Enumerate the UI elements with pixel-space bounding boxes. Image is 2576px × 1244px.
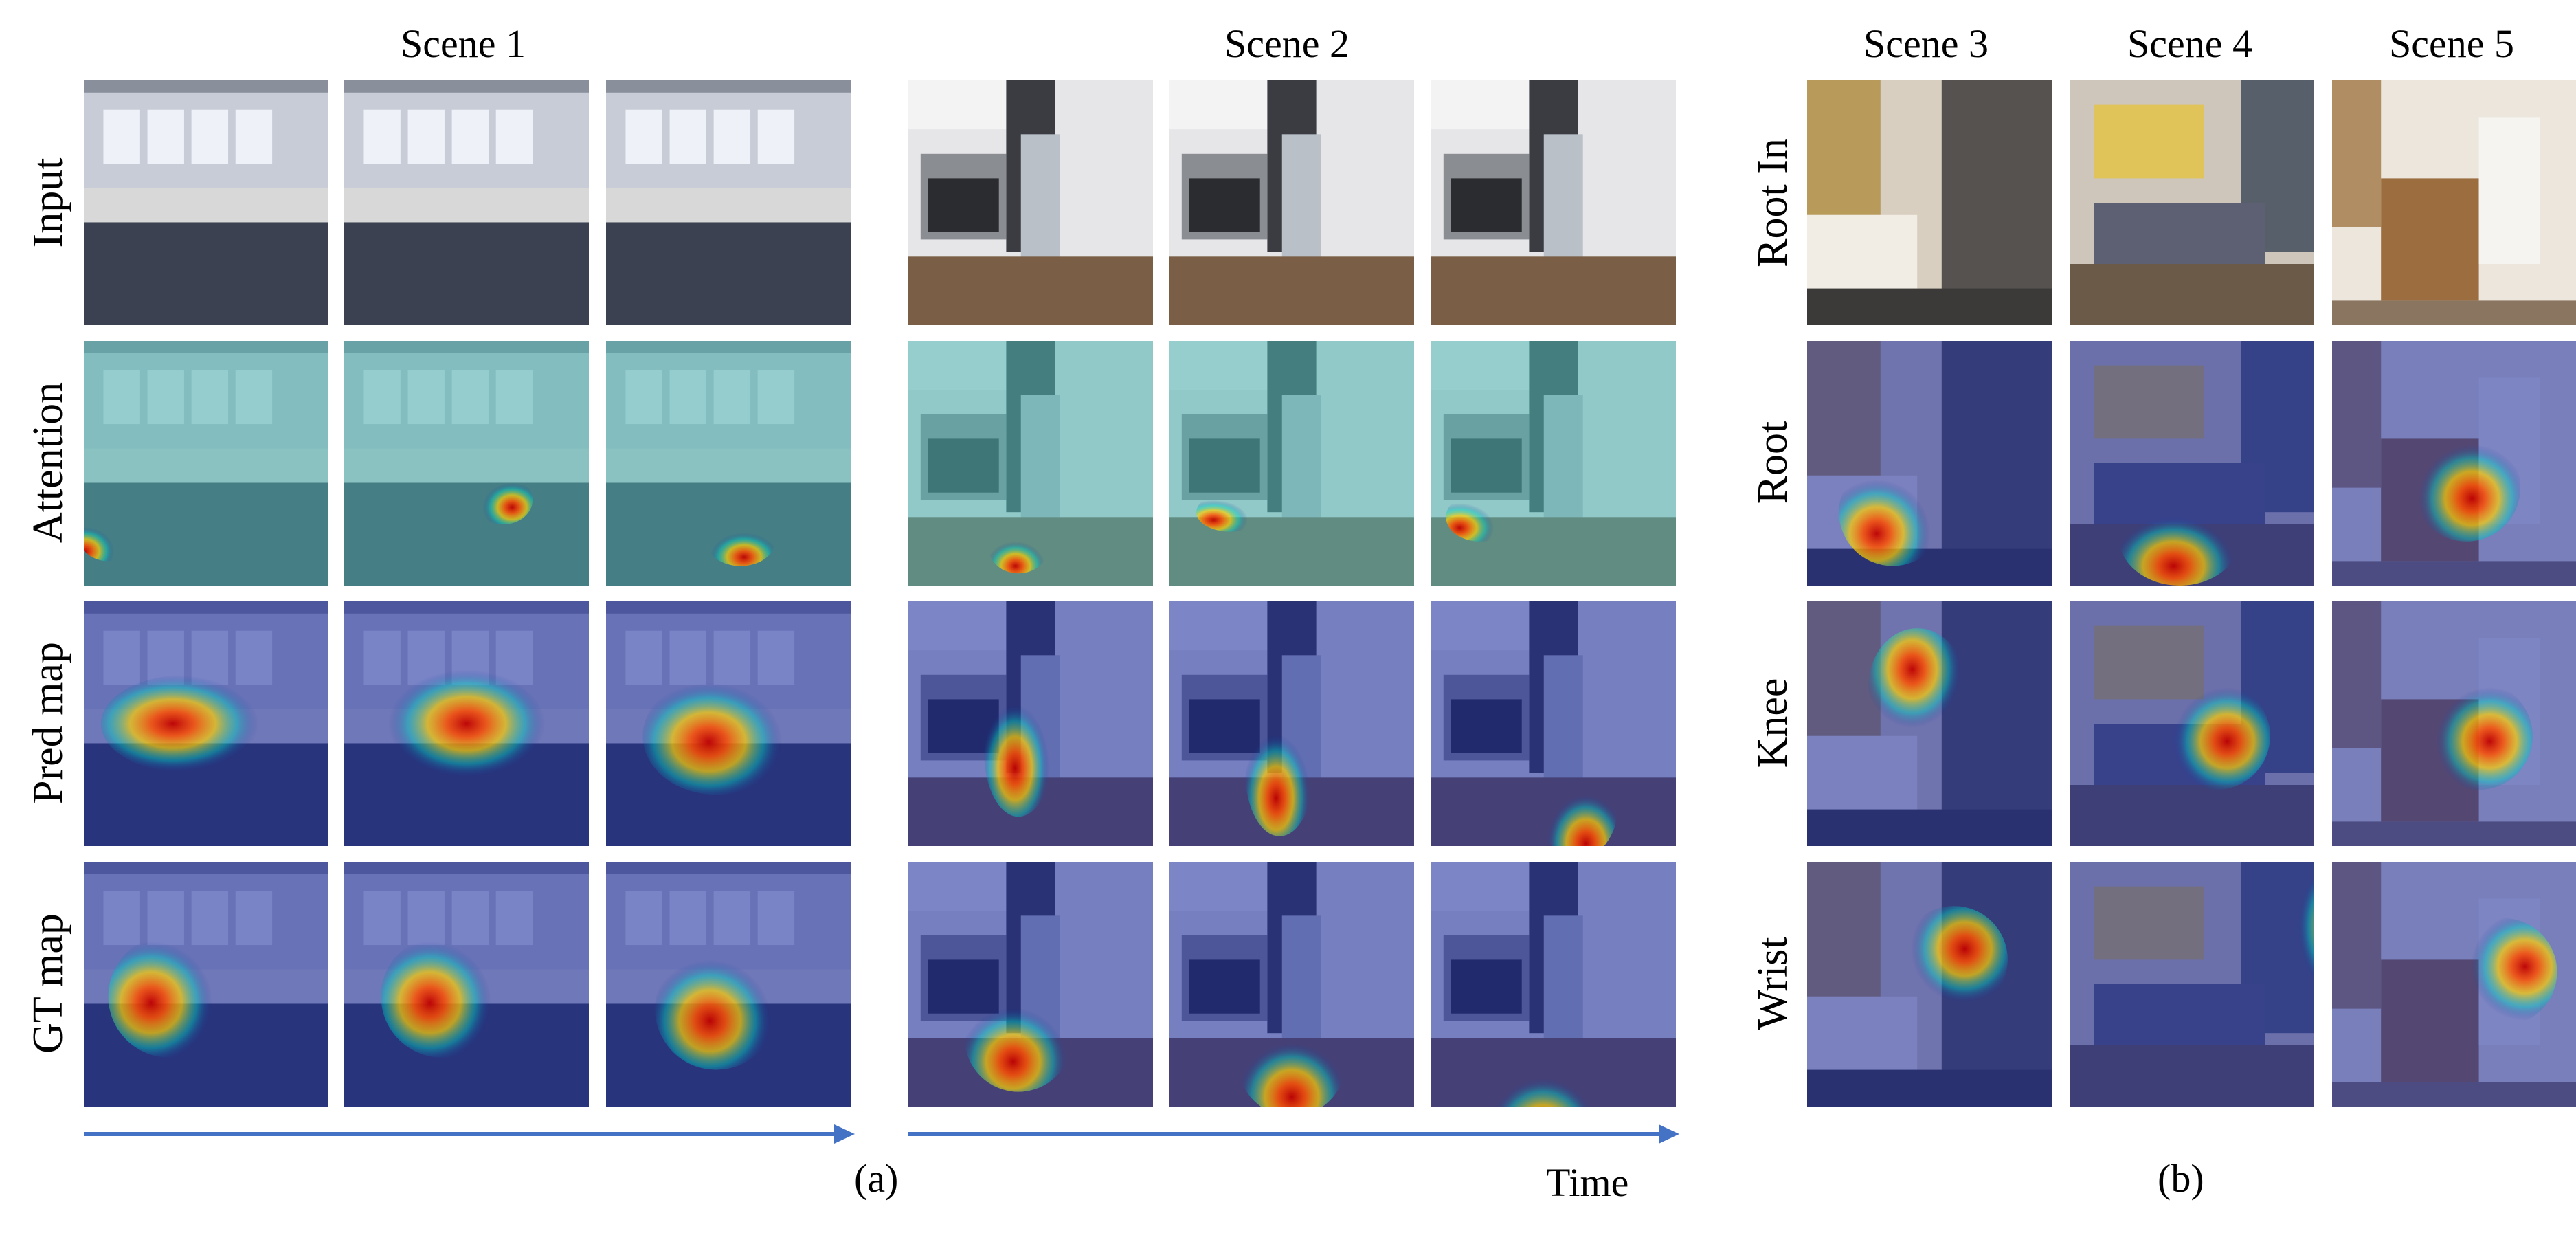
row-label-input: Input xyxy=(25,157,71,248)
scene-3-root-map xyxy=(1807,341,2052,586)
scene-2-frame-2-input-image xyxy=(1169,80,1414,325)
scene-1-frame-1-gt-map xyxy=(84,862,328,1107)
scene-2-frame-3-attention-map xyxy=(1431,341,1676,586)
scene-5-title: Scene 5 xyxy=(2389,21,2514,66)
row-label-pred-map: Pred map xyxy=(25,642,71,804)
scene-2-frame-2-attention-map xyxy=(1169,341,1414,586)
row-label-wrist: Wrist xyxy=(1749,937,1796,1030)
scene-4-wrist-map xyxy=(2070,862,2314,1107)
scene-1-frame-3-input-image xyxy=(606,80,851,325)
caption-a: (a) xyxy=(854,1156,899,1201)
time-axis-label: Time xyxy=(1546,1160,1629,1205)
scene-4-title: Scene 4 xyxy=(2127,21,2252,66)
time-arrow-scene-1 xyxy=(84,1124,855,1144)
scene-2-frame-1-attention-map xyxy=(908,341,1153,586)
scene-4-root-in-image xyxy=(2070,80,2314,325)
scene-2-frame-3-gt-map xyxy=(1431,862,1676,1107)
scene-1-title: Scene 1 xyxy=(401,21,526,66)
scene-2-frame-2-gt-map xyxy=(1169,862,1414,1107)
scene-1-frame-1-pred-map xyxy=(84,601,328,846)
scene-1-frame-3-gt-map xyxy=(606,862,851,1107)
scene-4-root-map xyxy=(2070,341,2314,586)
scene-1-frame-1-input-image xyxy=(84,80,328,325)
scene-2-frame-1-pred-map xyxy=(908,601,1153,846)
time-arrow-scene-2 xyxy=(908,1124,1679,1144)
scene-1-frame-1-attention-map xyxy=(84,341,328,586)
caption-b: (b) xyxy=(2158,1156,2204,1201)
scene-1-frame-2-attention-map xyxy=(344,341,589,586)
row-label-root-in: Root In xyxy=(1749,138,1796,267)
scene-1-frame-2-pred-map xyxy=(344,601,589,846)
scene-5-wrist-map xyxy=(2332,862,2576,1107)
row-label-attention: Attention xyxy=(25,381,71,544)
scene-2-frame-1-input-image xyxy=(908,80,1153,325)
row-label-root: Root xyxy=(1749,421,1796,504)
scene-2-frame-3-input-image xyxy=(1431,80,1676,325)
scene-1-frame-3-attention-map xyxy=(606,341,851,586)
row-label-knee: Knee xyxy=(1749,678,1796,768)
scene-2-frame-3-pred-map xyxy=(1431,601,1676,846)
scene-5-root-in-image xyxy=(2332,80,2576,325)
row-label-gt-map: GT map xyxy=(25,913,71,1054)
scene-1-frame-2-input-image xyxy=(344,80,589,325)
scene-2-frame-2-pred-map xyxy=(1169,601,1414,846)
scene-3-wrist-map xyxy=(1807,862,2052,1107)
scene-2-title: Scene 2 xyxy=(1224,21,1349,66)
scene-5-knee-map xyxy=(2332,601,2576,846)
scene-3-title: Scene 3 xyxy=(1863,21,1989,66)
scene-2-frame-1-gt-map xyxy=(908,862,1153,1107)
scene-3-knee-map xyxy=(1807,601,2052,846)
scene-5-root-map xyxy=(2332,341,2576,586)
scene-4-knee-map xyxy=(2070,601,2314,846)
scene-1-frame-3-pred-map xyxy=(606,601,851,846)
scene-3-root-in-image xyxy=(1807,80,2052,325)
scene-1-frame-2-gt-map xyxy=(344,862,589,1107)
